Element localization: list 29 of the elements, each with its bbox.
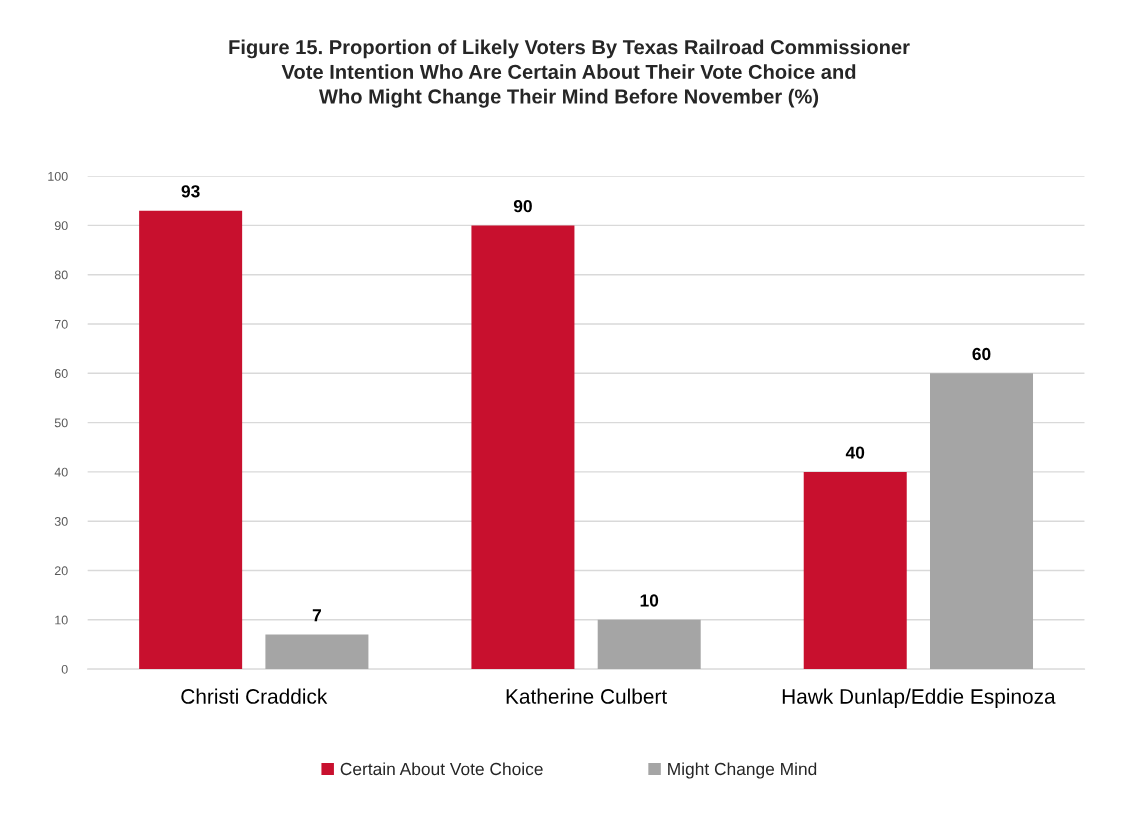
data-label: 10 [640, 594, 659, 607]
data-label: 93 [181, 185, 200, 198]
y-tick-label: 30 [54, 517, 68, 526]
y-tick-label: 10 [55, 615, 68, 625]
bar [265, 634, 369, 670]
data-label: 60 [972, 347, 991, 361]
data-label: 40 [845, 446, 865, 459]
y-tick-label: 80 [54, 270, 68, 280]
data-label: 7 [312, 609, 321, 622]
y-tick-label: 90 [54, 221, 68, 231]
data-label: 90 [513, 199, 532, 213]
y-tick-label: 40 [54, 467, 68, 477]
legend-label: Might Change Mind [668, 762, 817, 779]
x-tick-label: Hawk Dunlap/Eddie Espinoza [782, 688, 1056, 708]
y-tick-label: 100 [48, 171, 68, 181]
bar [139, 210, 243, 670]
bar [930, 373, 1034, 670]
x-tick-label: Katherine Culbert [506, 688, 667, 704]
y-tick-label: 20 [54, 566, 68, 576]
legend-label: Certain About Vote Choice [340, 762, 543, 776]
bar [803, 471, 907, 670]
y-tick-label: 70 [54, 319, 68, 329]
y-tick-label: 60 [54, 369, 68, 378]
bar [471, 225, 575, 670]
bar [597, 619, 701, 670]
chart-title: Figure 15. Proportion of Likely Voters By Texas Railroad Commissioner Vote Intention Who Are Certain About Their Vote Choice and Who Might Change Their Mind Before November (%) [229, 39, 910, 108]
y-tick-label: 50 [54, 418, 68, 428]
y-tick-label: 0 [61, 664, 68, 674]
x-tick-label: Christi Craddick [181, 688, 328, 704]
